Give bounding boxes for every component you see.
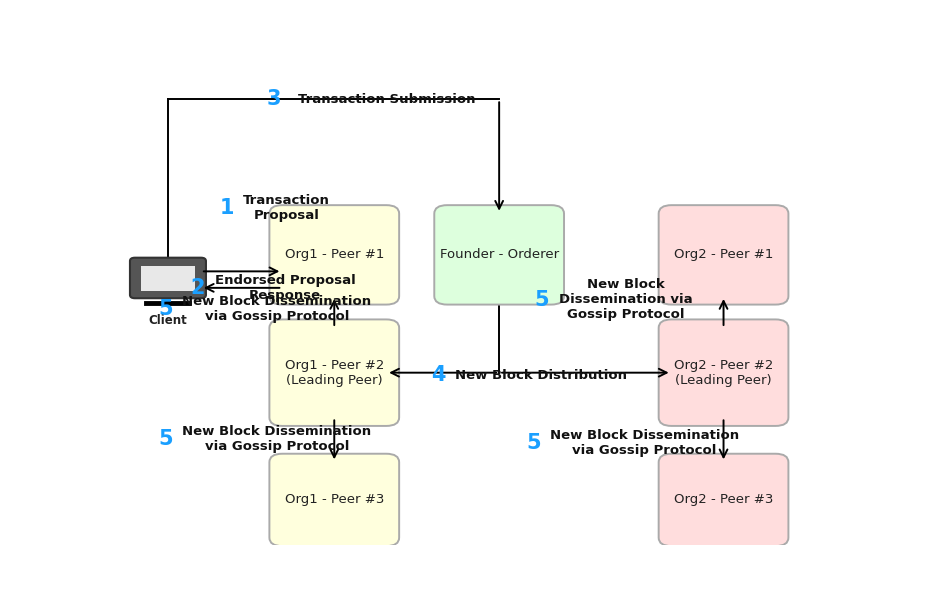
FancyBboxPatch shape: [659, 319, 788, 426]
Text: Org2 - Peer #3: Org2 - Peer #3: [673, 493, 773, 506]
FancyBboxPatch shape: [269, 319, 400, 426]
Text: Org1 - Peer #2
(Leading Peer): Org1 - Peer #2 (Leading Peer): [285, 359, 384, 387]
Text: Transaction
Proposal: Transaction Proposal: [243, 194, 330, 222]
Text: 3: 3: [266, 89, 280, 110]
Text: Endorsed Proposal
Response: Endorsed Proposal Response: [215, 274, 355, 302]
Text: New Block Dissemination
via Gossip Protocol: New Block Dissemination via Gossip Proto…: [182, 295, 372, 323]
Text: Org2 - Peer #2
(Leading Peer): Org2 - Peer #2 (Leading Peer): [673, 359, 773, 387]
Text: New Block Dissemination
via Gossip Protocol: New Block Dissemination via Gossip Proto…: [550, 430, 739, 457]
Text: 5: 5: [535, 289, 549, 310]
FancyBboxPatch shape: [141, 266, 195, 291]
Text: Transaction Submission: Transaction Submission: [299, 93, 476, 106]
Text: 5: 5: [158, 299, 173, 319]
Text: 5: 5: [526, 433, 541, 453]
Text: 1: 1: [219, 198, 234, 218]
Text: New Block Distribution: New Block Distribution: [455, 368, 627, 381]
Text: Org1 - Peer #3: Org1 - Peer #3: [285, 493, 384, 506]
FancyBboxPatch shape: [269, 453, 400, 546]
Text: Client: Client: [149, 314, 188, 327]
FancyBboxPatch shape: [659, 205, 788, 305]
Text: 2: 2: [191, 278, 205, 298]
FancyBboxPatch shape: [434, 205, 564, 305]
Text: Org2 - Peer #1: Org2 - Peer #1: [673, 248, 773, 261]
FancyBboxPatch shape: [269, 205, 400, 305]
Text: 5: 5: [158, 428, 173, 449]
FancyBboxPatch shape: [659, 453, 788, 546]
FancyBboxPatch shape: [130, 258, 206, 298]
Text: New Block
Dissemination via
Gossip Protocol: New Block Dissemination via Gossip Proto…: [559, 278, 692, 321]
Text: 4: 4: [431, 365, 446, 385]
Text: Org1 - Peer #1: Org1 - Peer #1: [285, 248, 384, 261]
Text: Founder - Orderer: Founder - Orderer: [439, 248, 559, 261]
Text: New Block Dissemination
via Gossip Protocol: New Block Dissemination via Gossip Proto…: [182, 425, 372, 453]
